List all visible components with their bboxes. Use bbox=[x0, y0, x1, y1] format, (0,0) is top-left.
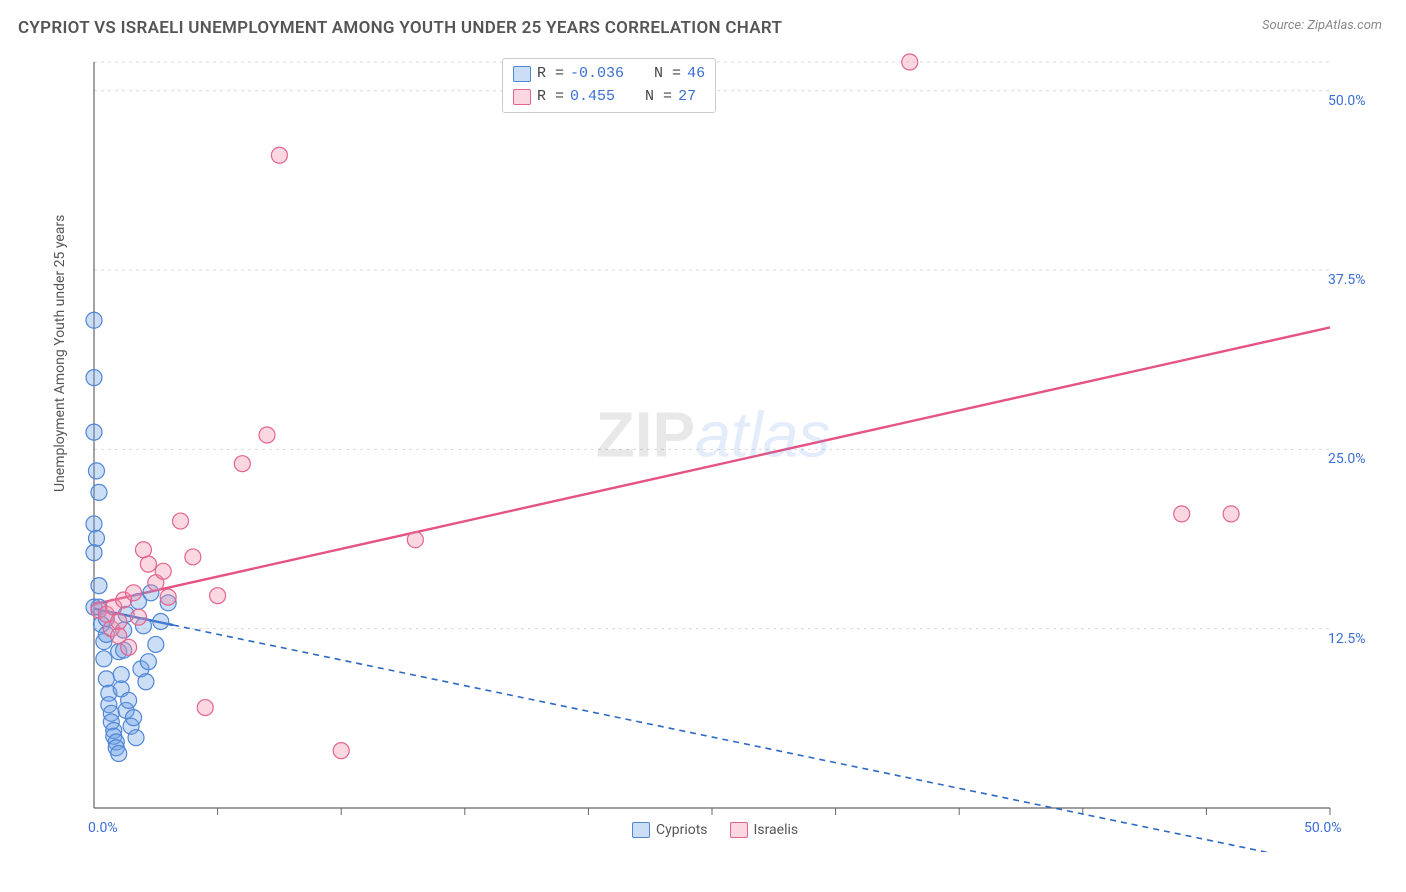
legend-label: Cypriots bbox=[656, 822, 708, 838]
israelis-swatch bbox=[513, 89, 531, 105]
legend-item-israelis: Israelis bbox=[730, 822, 799, 838]
legend-item-cypriots: Cypriots bbox=[632, 822, 708, 838]
y-tick-label: 12.5% bbox=[1328, 631, 1366, 647]
x-tick-label: 50.0% bbox=[1304, 820, 1342, 836]
chart-area: Unemployment Among Youth under 25 years … bbox=[48, 52, 1378, 832]
cypriots-swatch bbox=[632, 822, 650, 838]
y-tick-label: 50.0% bbox=[1328, 93, 1366, 109]
corr-row-cypriots: R = -0.036 N = 46 bbox=[513, 63, 705, 86]
corr-row-israelis: R = 0.455 N = 27 bbox=[513, 86, 705, 109]
legend-label: Israelis bbox=[754, 822, 799, 838]
y-axis-label: Unemployment Among Youth under 25 years bbox=[52, 215, 68, 492]
chart-title: CYPRIOT VS ISRAELI UNEMPLOYMENT AMONG YO… bbox=[18, 18, 782, 38]
source-label: Source: ZipAtlas.com bbox=[1262, 18, 1382, 33]
series-legend: Cypriots Israelis bbox=[632, 822, 798, 838]
israelis-swatch bbox=[730, 822, 748, 838]
x-tick-label: 0.0% bbox=[88, 820, 118, 836]
cypriots-swatch bbox=[513, 66, 531, 82]
y-tick-label: 37.5% bbox=[1328, 272, 1366, 288]
scatter-chart bbox=[48, 52, 1378, 852]
y-tick-label: 25.0% bbox=[1328, 451, 1366, 467]
correlation-legend: R = -0.036 N = 46 R = 0.455 N = 27 bbox=[502, 58, 716, 113]
